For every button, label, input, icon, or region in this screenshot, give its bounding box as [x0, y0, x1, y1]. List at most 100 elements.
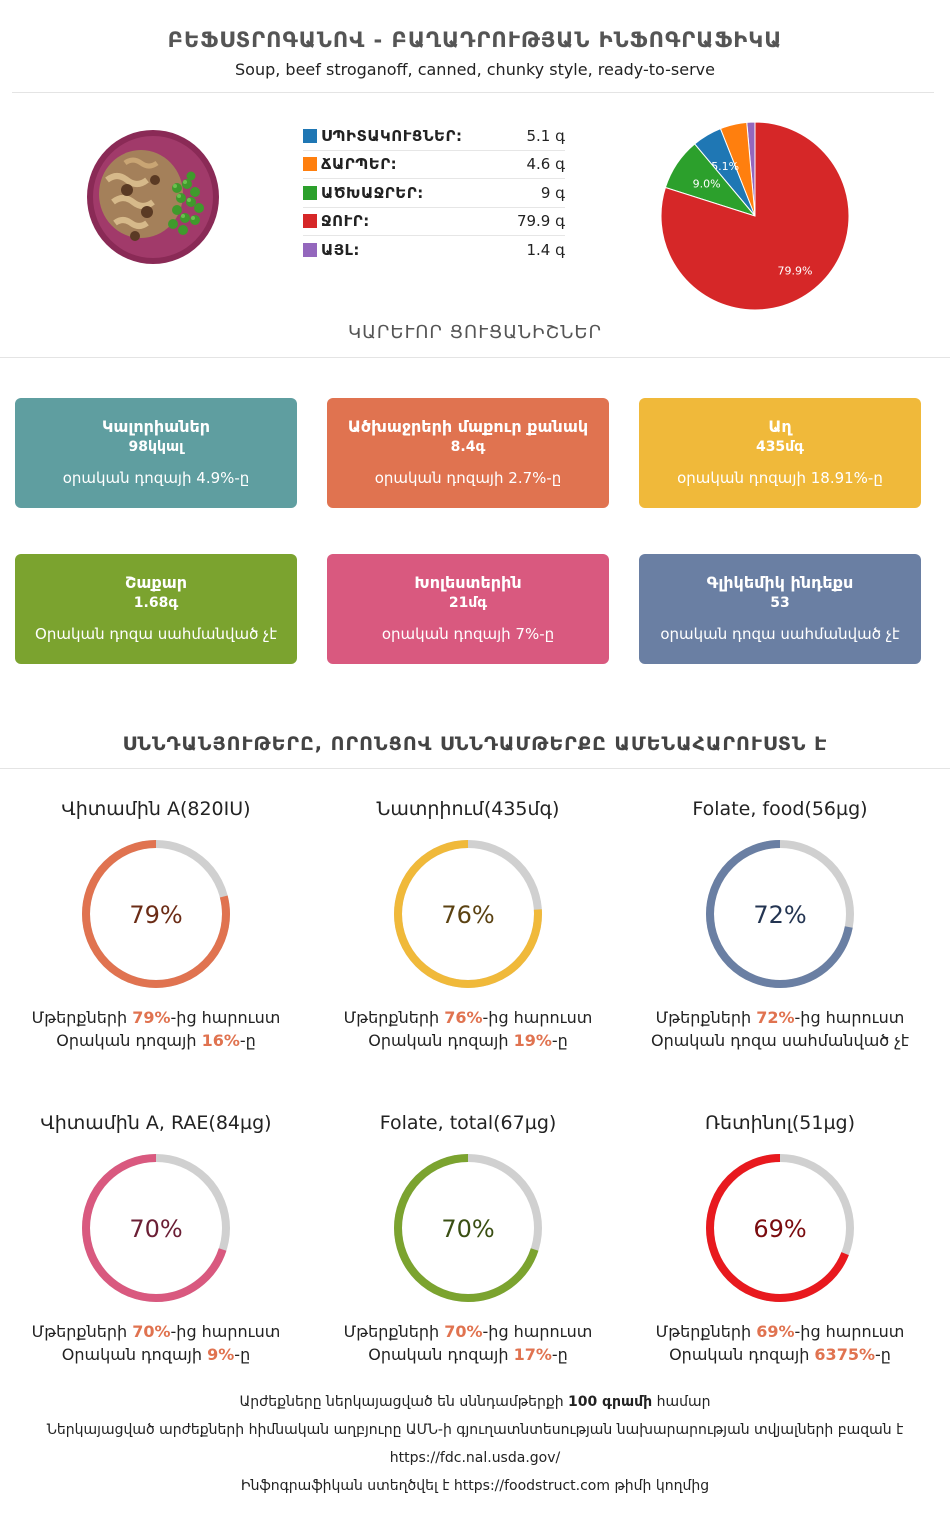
ring-progress — [394, 840, 542, 988]
line-text: Օրական դոզայի — [368, 1031, 514, 1050]
pie-slice-label: 9.0% — [693, 178, 721, 191]
macro-value: 1.4 գ — [526, 241, 566, 260]
card-daily-pct: Օրական դոզա սահմանված չէ — [35, 625, 277, 643]
page-subtitle: Soup, beef stroganoff, canned, chunky st… — [235, 60, 715, 79]
percent-ring: 79% — [82, 840, 230, 988]
line-text: Օրական դոզայի — [669, 1345, 815, 1364]
nutrient-folate-total: Folate, total(67µg) 70% Մթերքների 70%-ից հ… — [312, 1112, 624, 1364]
nutrient-vitamin-a-iu: Վիտամին A(820IU) 79% Մթերքների 79%-ից հարո… — [0, 798, 312, 1050]
nutrient-folate-food: Folate, food(56µg) 72% Մթերքների 72%-ից հա… — [624, 798, 936, 1050]
pie-slice — [660, 121, 850, 311]
macro-value: 5.1 գ — [526, 126, 566, 145]
daily-dose-line: Օրական դոզայի 9%-ը — [0, 1345, 312, 1364]
divider — [12, 92, 934, 93]
footer-bold: 100 գրամի — [568, 1394, 653, 1410]
line-text: Մթերքների — [343, 1322, 445, 1341]
card-cholesterol: Խոլեստերին 21մգ օրական դոզայի 7%-ը — [327, 554, 609, 664]
line-text: -ը — [874, 1345, 891, 1364]
card-sugar: Շաքար 1.68գ Օրական դոզա սահմանված չէ — [15, 554, 297, 664]
macro-table: ՍՊԻՏԱԿՈՒՑՆԵՐ: 5.1 գ ՃԱՐՊԵՐ: 4.6 գ ԱԾԽԱՋՐ… — [303, 122, 565, 265]
ring-progress — [706, 1154, 854, 1302]
footer-source-link[interactable]: https://fdc.nal.usda.gov/ — [389, 1450, 561, 1466]
pie-slice-label: 79.9% — [777, 265, 812, 278]
swatch-water — [303, 214, 317, 229]
food-image — [87, 130, 219, 264]
daily-dose-line: Օրական դոզայի 17%-ը — [312, 1345, 624, 1364]
line-highlight: 6375% — [814, 1345, 875, 1364]
line-text: Մթերքների — [31, 1008, 133, 1027]
card-name: Խոլեստերին — [414, 573, 522, 592]
macro-value: 9 գ — [540, 183, 565, 202]
card-calories: Կալորիաներ 98կկալ օրական դոզայի 4.9%-ը — [15, 398, 297, 508]
card-value: 21մգ — [448, 595, 488, 611]
card-name: Շաքար — [124, 573, 187, 592]
line-highlight: 19% — [513, 1031, 552, 1050]
line-text: -ը — [234, 1345, 251, 1364]
ring-percent-label: 70% — [129, 1215, 182, 1243]
footer-text: համար — [652, 1394, 711, 1410]
pie-slice-label: 5.1% — [711, 160, 739, 173]
percent-ring: 69% — [706, 1154, 854, 1302]
footer-note: Արժեքները ներկայացված են սննդամթերքի 100… — [0, 1394, 950, 1410]
line-highlight: 79% — [132, 1008, 171, 1027]
line-highlight: 72% — [756, 1008, 795, 1027]
ring-percent-label: 72% — [753, 901, 806, 929]
ring-progress — [82, 1154, 230, 1302]
line-highlight: 9% — [207, 1345, 235, 1364]
swatch-other — [303, 243, 317, 258]
rich-in-line: Մթերքների 70%-ից հարուստ — [312, 1322, 624, 1341]
line-text: Օրական դոզայի — [61, 1345, 208, 1364]
macro-name: ՋՈՒՐ: — [321, 212, 370, 231]
line-text: Մթերքների — [31, 1322, 133, 1341]
ring-progress — [706, 840, 854, 988]
line-text: Օրական դոզա սահմանված չէ — [650, 1031, 910, 1050]
rich-in-line: Մթերքների 69%-ից հարուստ — [624, 1322, 936, 1341]
page-title: ԲԵՖՍՏՐՈԳԱՆՈՎ - ԲԱՂԱԴՐՈՒԹՅԱՆ ԻՆՖՈԳՐԱՖԻԿԱ — [167, 28, 783, 52]
nutrient-name: Ռետինոլ(51µg) — [704, 1112, 855, 1134]
line-text: -ից հարուստ — [794, 1322, 905, 1341]
macro-row-other: ԱՅԼ: 1.4 գ — [303, 236, 565, 265]
macro-pie-chart: 5.1% 9.0% 79.9% — [660, 121, 850, 311]
nutrient-name: Վիտամին A(820IU) — [61, 798, 251, 820]
line-text: Մթերքների — [655, 1322, 757, 1341]
percent-ring: 72% — [706, 840, 854, 988]
line-text: -ը — [239, 1031, 256, 1050]
macro-name: ԱՅԼ: — [321, 241, 360, 260]
swatch-protein — [303, 128, 317, 143]
card-value: 98կկալ — [128, 439, 184, 455]
card-value: 53 — [770, 595, 790, 611]
rich-in-line: Մթերքների 72%-ից հարուստ — [624, 1008, 936, 1027]
divider — [0, 768, 950, 769]
macro-name: ՍՊԻՏԱԿՈՒՑՆԵՐ: — [321, 126, 463, 145]
rich-in-line: Մթերքների 79%-ից հարուստ — [0, 1008, 312, 1027]
nutrient-name: Վիտամին A, RAE(84µg) — [40, 1112, 272, 1134]
card-salt: Աղ 435մգ օրական դոզայի 18.91%-ը — [639, 398, 921, 508]
macro-row-fat: ՃԱՐՊԵՐ: 4.6 գ — [303, 151, 566, 179]
line-text: Օրական դոզայի — [56, 1031, 202, 1050]
nutrient-vitamin-a-rae: Վիտամին A, RAE(84µg) 70% Մթերքների 70%-ից … — [0, 1112, 312, 1364]
footer-text: Ինֆոգրաֆիկան ստեղծվել է — [240, 1478, 454, 1494]
daily-dose-line: Օրական դոզայի 6375%-ը — [624, 1345, 936, 1364]
card-daily-pct: օրական դոզայի 4.9%-ը — [62, 469, 250, 487]
card-daily-pct: օրական դոզայի 18.91%-ը — [677, 469, 883, 487]
card-name: Կալորիաներ — [101, 417, 211, 436]
nutrient-name: Folate, total(67µg) — [379, 1112, 557, 1134]
nutrient-sodium: Նատրիում(435մգ) 76% Մթերքների 76%-ից հարու… — [312, 798, 624, 1050]
line-text: Մթերքների — [655, 1008, 757, 1027]
card-value: 435մգ — [755, 439, 805, 455]
line-text: -ը — [551, 1031, 568, 1050]
daily-dose-line: Օրական դոզայի 16%-ը — [0, 1031, 312, 1050]
line-highlight: 16% — [201, 1031, 240, 1050]
percent-ring: 76% — [394, 840, 542, 988]
footer-source: Ներկայացված արժեքների հիմնական աղբյուրը … — [46, 1422, 904, 1438]
ring-percent-label: 76% — [441, 901, 494, 929]
rich-nutrients-title: ՍՆՆԴԱՆՅՈՒԹԵՐԸ, ՈՐՈՆՑՈՎ ՍՆՆԴԱՄԹԵՐՔԸ ԱՄԵՆԱ… — [122, 733, 828, 755]
card-daily-pct: օրական դոզա սահմանված չէ — [660, 625, 900, 643]
footer-text: թիմի կողմից — [610, 1478, 710, 1494]
ring-progress — [82, 840, 230, 988]
line-highlight: 76% — [444, 1008, 483, 1027]
macro-value: 4.6 գ — [526, 155, 566, 174]
footer-link[interactable]: https://foodstruct.com — [453, 1478, 610, 1494]
card-net-carbs: Ածխաջրերի մաքուր քանակ 8.4գ օրական դոզայ… — [327, 398, 609, 508]
line-text: -ը — [551, 1345, 568, 1364]
